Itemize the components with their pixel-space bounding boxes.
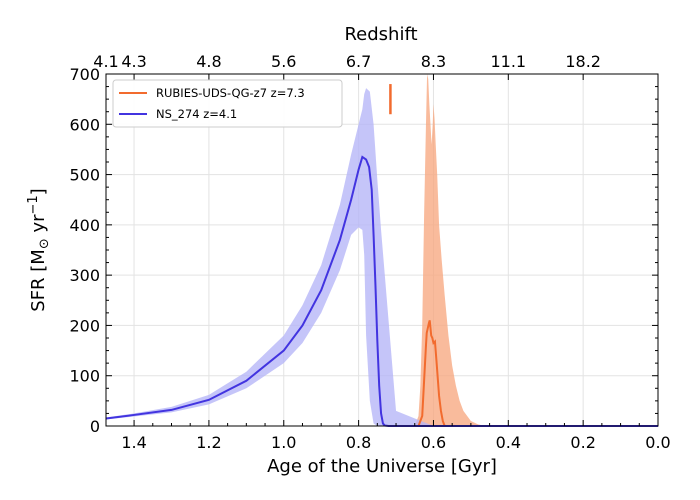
series-line-0 — [417, 320, 446, 427]
x-tick-label: 1.0 — [271, 433, 296, 452]
y-axis-title-main: SFR [M — [28, 249, 49, 312]
legend-box — [112, 79, 343, 128]
top-tick-label: 5.6 — [271, 52, 296, 71]
y-axis-title-sub: ⊙ — [37, 238, 52, 249]
top-axis-title: Redshift — [344, 24, 417, 45]
x-axis-title: Age of the Universe [Gyr] — [267, 456, 497, 477]
y-tick-label: 100 — [69, 367, 100, 386]
x-tick-label: 0.8 — [346, 433, 371, 452]
top-tick-label: 4.3 — [121, 52, 146, 71]
y-axis-title-close: ] — [28, 188, 49, 195]
y-tick-label: 300 — [69, 266, 100, 285]
x-tick-label: 0.2 — [570, 433, 595, 452]
y-tick-label: 700 — [69, 65, 100, 84]
y-axis-title-unit: yr — [28, 214, 49, 238]
x-tick-label: 1.2 — [196, 433, 221, 452]
top-tick-label: 8.3 — [421, 52, 446, 71]
y-axis-title: SFR [M⊙ yr−1] — [26, 188, 52, 311]
top-tick-label: 11.1 — [490, 52, 526, 71]
top-tick-label: 4.1 — [93, 52, 118, 71]
x-tick-label: 0.4 — [496, 433, 521, 452]
legend-label-rubies: RUBIES-UDS-QG-z7 z=7.3 — [156, 86, 305, 100]
confidence-band-1 — [106, 88, 658, 426]
y-tick-label: 500 — [69, 166, 100, 185]
x-tick-label: 0.6 — [421, 433, 446, 452]
x-tick-label: 1.4 — [121, 433, 146, 452]
x-tick-label: 0.0 — [645, 433, 670, 452]
legend: RUBIES-UDS-QG-z7 z=7.3 NS_274 z=4.1 — [112, 79, 343, 128]
top-tick-label: 18.2 — [565, 52, 601, 71]
top-tick-label: 4.8 — [196, 52, 221, 71]
y-tick-label: 0 — [90, 417, 100, 436]
top-tick-label: 6.7 — [346, 52, 371, 71]
y-tick-label: 200 — [69, 316, 100, 335]
y-axis-title-exp: −1 — [26, 195, 41, 214]
y-tick-label: 400 — [69, 216, 100, 235]
axis-ticks: 1.4 1.2 1.0 0.8 0.6 0.4 0.2 0.0 0 100 200 300 400 500… — [69, 52, 670, 452]
y-tick-label: 600 — [69, 115, 100, 134]
legend-label-ns274: NS_274 z=4.1 — [156, 107, 237, 121]
